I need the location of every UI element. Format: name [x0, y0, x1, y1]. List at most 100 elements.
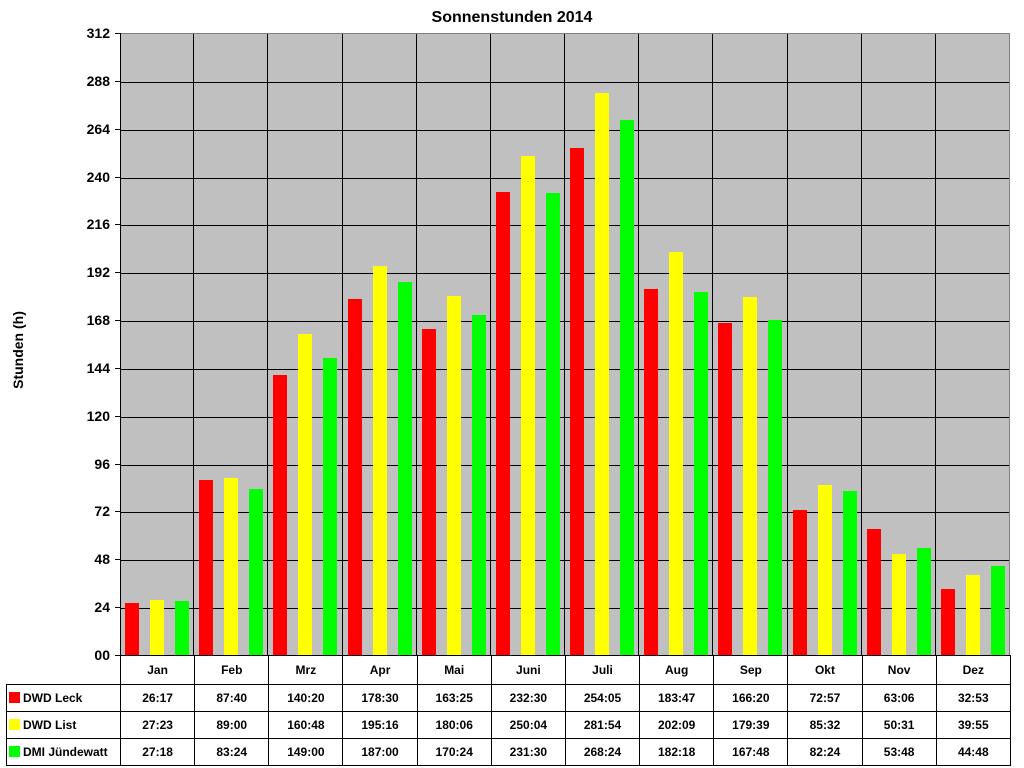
bar-dwd-list-aug — [669, 252, 684, 655]
bar-dmi-jündewatt-dez — [990, 565, 1005, 655]
v-gridline — [564, 34, 565, 655]
y-tick-label: 120 — [86, 407, 110, 424]
bar-dwd-list-juni — [520, 156, 535, 655]
bar-dwd-list-juli — [595, 93, 609, 655]
y-axis-label: Stunden (h) — [10, 311, 26, 389]
bar-dwd-list-jan — [150, 600, 164, 655]
table-corner — [6, 655, 121, 685]
table-cell: 179:39 — [713, 711, 789, 739]
legend-label: DWD List — [23, 718, 77, 732]
category-label: Sep — [713, 655, 789, 685]
y-tick-label: 144 — [86, 359, 110, 376]
bar-dmi-jündewatt-feb — [249, 488, 264, 655]
table-cell: 72:57 — [787, 684, 863, 712]
table-cell: 27:23 — [119, 711, 196, 739]
v-gridline — [267, 34, 269, 655]
y-tick-label: 312 — [86, 25, 110, 41]
category-label: Juni — [490, 655, 566, 685]
y-tick-mark — [115, 511, 120, 513]
table-cell: 187:00 — [342, 738, 418, 766]
legend-swatch-icon — [9, 692, 20, 703]
category-label: Feb — [194, 655, 270, 685]
table-cell: 202:09 — [639, 711, 715, 739]
y-tick-mark — [115, 559, 120, 561]
table-cell: 39:55 — [935, 711, 1011, 739]
y-tick-mark — [115, 33, 120, 34]
legend-swatch-icon — [9, 746, 20, 757]
table-cell: 254:05 — [564, 684, 641, 712]
bar-dwd-list-feb — [224, 477, 239, 655]
bar-dmi-jündewatt-sep — [768, 320, 783, 655]
table-cell: 85:32 — [787, 711, 863, 739]
v-gridline — [712, 34, 714, 655]
category-label: Mrz — [268, 655, 344, 685]
y-tick-label: 192 — [86, 264, 110, 281]
table-cell: 44:48 — [935, 738, 1011, 766]
table-cell: 268:24 — [564, 738, 641, 766]
bar-dwd-list-mrz — [298, 334, 313, 655]
bar-dmi-jündewatt-aug — [694, 291, 709, 655]
table-cell: 232:30 — [490, 684, 566, 712]
bar-dwd-list-sep — [743, 296, 758, 655]
bar-dwd-leck-mai — [421, 329, 436, 655]
bar-dwd-leck-aug — [644, 288, 659, 655]
bar-dmi-jündewatt-juni — [545, 193, 560, 655]
legend-label: DWD Leck — [23, 691, 83, 705]
v-gridline — [193, 34, 195, 655]
table-cell: 231:30 — [490, 738, 566, 766]
bar-dmi-jündewatt-apr — [397, 282, 412, 655]
legend-label: DMI Jündewatt — [23, 745, 108, 759]
category-label: Aug — [639, 655, 715, 685]
y-tick-label: 288 — [86, 72, 110, 89]
bar-dwd-list-okt — [817, 484, 832, 655]
legend-entry: DMI Jündewatt — [6, 738, 121, 766]
y-tick-label: 24 — [94, 599, 110, 616]
bar-dwd-leck-dez — [940, 589, 955, 655]
bar-dwd-leck-juli — [570, 148, 584, 655]
category-label: Jan — [119, 655, 196, 685]
y-tick-mark — [115, 607, 120, 609]
table-cell: 149:00 — [268, 738, 344, 766]
category-label: Mai — [416, 655, 492, 685]
y-tick-mark — [115, 224, 120, 226]
bar-dwd-list-nov — [891, 554, 906, 655]
table-row: DWD List 27:23 89:00 160:48 195:16 180:06 250:… — [6, 711, 1011, 739]
y-tick-mark — [115, 415, 120, 417]
table-cell: 163:25 — [416, 684, 492, 712]
category-label: Dez — [935, 655, 1011, 685]
y-tick-label: 48 — [94, 551, 110, 568]
table-cell: 166:20 — [713, 684, 789, 712]
table-cell: 89:00 — [194, 711, 270, 739]
chart-title: Sonnenstunden 2014 — [431, 9, 593, 26]
table-cell: 50:31 — [861, 711, 937, 739]
table-cell: 53:48 — [861, 738, 937, 766]
category-label: Okt — [787, 655, 863, 685]
table-cell: 182:18 — [639, 738, 715, 766]
table-cell: 250:04 — [490, 711, 566, 739]
y-tick-mark — [115, 320, 120, 322]
table-row: DWD Leck 26:17 87:40 140:20 178:30 163:25 232:… — [6, 684, 1011, 712]
bar-dmi-jündewatt-mai — [471, 315, 486, 655]
bar-dmi-jündewatt-jan — [175, 600, 189, 655]
bar-dwd-list-dez — [965, 575, 980, 655]
table-cell: 170:24 — [416, 738, 492, 766]
bar-dmi-jündewatt-mrz — [323, 357, 338, 655]
v-gridline — [341, 34, 343, 655]
bar-dwd-list-mai — [446, 295, 461, 655]
y-tick-label: 240 — [86, 168, 110, 185]
category-label: Juli — [564, 655, 641, 685]
plot-area — [120, 33, 1010, 655]
y-tick-mark — [115, 176, 120, 178]
table-cell: 27:18 — [119, 738, 196, 766]
bar-dwd-leck-jan — [125, 602, 139, 655]
v-gridline — [860, 34, 862, 655]
table-cell: 195:16 — [342, 711, 418, 739]
bar-dwd-leck-feb — [199, 480, 214, 655]
table-cell: 32:53 — [935, 684, 1011, 712]
legend-swatch-icon — [9, 719, 20, 730]
table-row: DMI Jündewatt 27:18 83:24 149:00 187:00 170:2… — [6, 738, 1011, 766]
table-cell: 87:40 — [194, 684, 270, 712]
bar-dmi-jündewatt-nov — [916, 547, 931, 655]
v-gridline — [489, 34, 491, 655]
y-tick-mark — [115, 272, 120, 274]
